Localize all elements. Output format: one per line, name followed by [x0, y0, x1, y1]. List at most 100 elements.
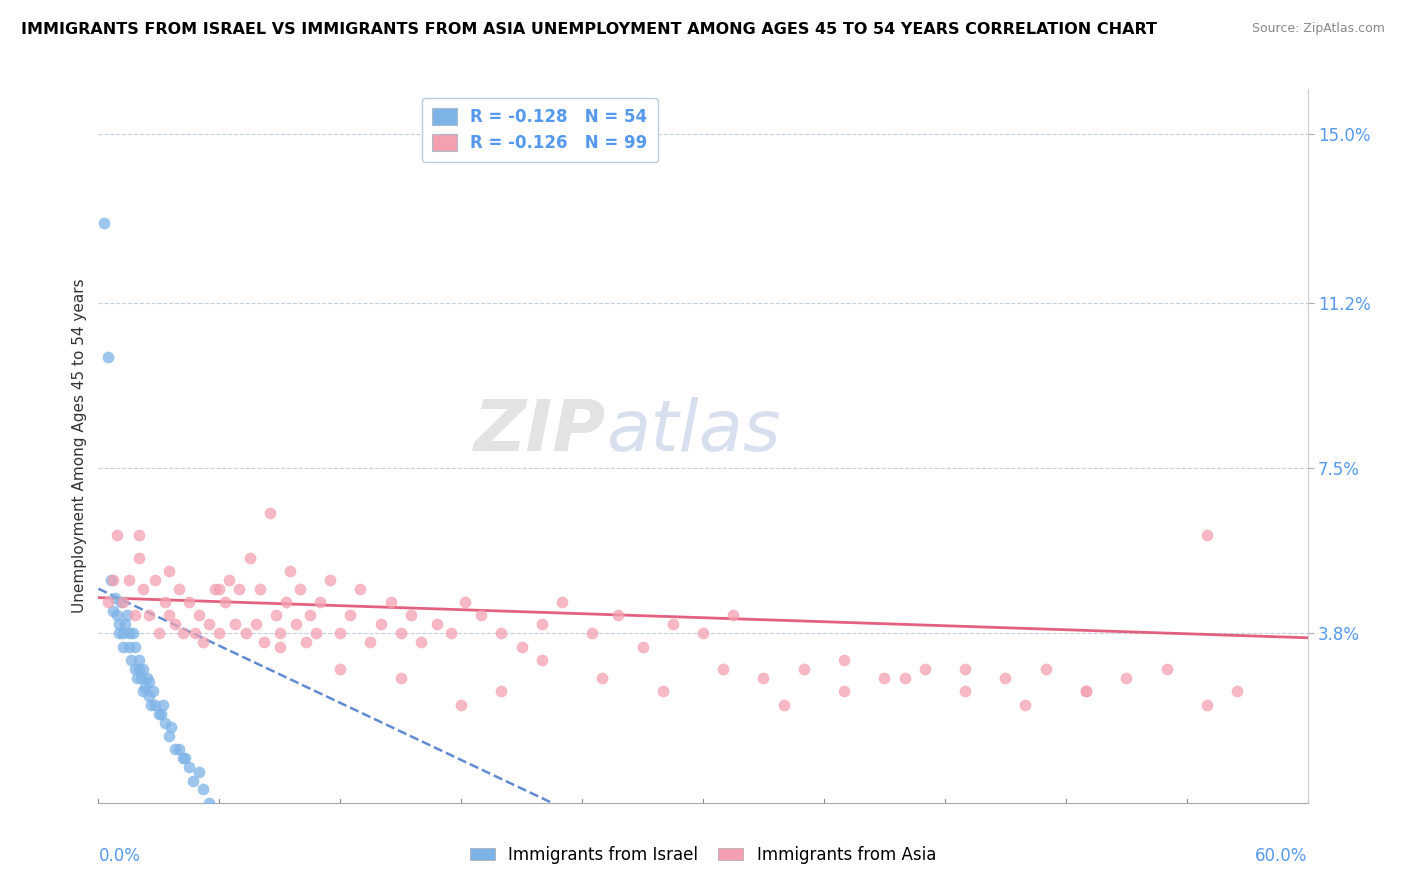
Point — [491, 684, 513, 698]
Point — [101, 604, 124, 618]
Point — [793, 662, 815, 676]
Point — [711, 662, 734, 676]
Point — [105, 608, 128, 623]
Point — [607, 608, 630, 623]
Point — [440, 626, 463, 640]
Point — [118, 640, 141, 654]
Point — [93, 216, 115, 230]
Point — [218, 573, 240, 587]
Point — [128, 653, 150, 667]
Point — [454, 595, 477, 609]
Point — [228, 831, 250, 846]
Point — [269, 626, 291, 640]
Point — [329, 626, 352, 640]
Point — [107, 626, 129, 640]
Point — [198, 796, 221, 810]
Point — [1156, 662, 1178, 676]
Point — [259, 506, 281, 520]
Point — [370, 617, 392, 632]
Point — [157, 729, 180, 743]
Point — [651, 684, 673, 698]
Point — [121, 626, 143, 640]
Point — [111, 640, 134, 654]
Point — [470, 608, 492, 623]
Point — [188, 608, 211, 623]
Point — [174, 751, 197, 765]
Point — [193, 635, 215, 649]
Point — [264, 608, 287, 623]
Legend: Immigrants from Israel, Immigrants from Asia: Immigrants from Israel, Immigrants from … — [464, 839, 942, 871]
Point — [309, 595, 332, 609]
Point — [115, 608, 138, 623]
Point — [118, 573, 141, 587]
Point — [167, 742, 190, 756]
Point — [132, 684, 155, 698]
Point — [329, 662, 352, 676]
Point — [530, 617, 553, 632]
Text: 60.0%: 60.0% — [1256, 847, 1308, 865]
Point — [138, 689, 160, 703]
Point — [269, 640, 291, 654]
Text: 0.0%: 0.0% — [98, 847, 141, 865]
Point — [253, 635, 276, 649]
Point — [551, 595, 574, 609]
Point — [360, 635, 382, 649]
Point — [149, 706, 172, 721]
Point — [153, 595, 176, 609]
Point — [224, 617, 246, 632]
Point — [329, 840, 352, 855]
Point — [105, 528, 128, 542]
Point — [208, 809, 231, 823]
Point — [450, 698, 472, 712]
Point — [128, 550, 150, 565]
Point — [129, 671, 152, 685]
Point — [295, 635, 318, 649]
Point — [107, 617, 129, 632]
Point — [772, 698, 794, 712]
Point — [245, 617, 267, 632]
Point — [389, 626, 412, 640]
Point — [111, 595, 134, 609]
Point — [228, 582, 250, 596]
Point — [97, 350, 120, 364]
Point — [278, 564, 301, 578]
Text: Source: ZipAtlas.com: Source: ZipAtlas.com — [1251, 22, 1385, 36]
Point — [118, 626, 141, 640]
Point — [193, 782, 215, 797]
Point — [1014, 698, 1036, 712]
Point — [157, 608, 180, 623]
Point — [319, 573, 342, 587]
Point — [138, 675, 160, 690]
Point — [661, 617, 683, 632]
Point — [530, 653, 553, 667]
Point — [208, 582, 231, 596]
Text: ZIP: ZIP — [474, 397, 606, 467]
Point — [581, 626, 603, 640]
Point — [1074, 684, 1097, 698]
Point — [135, 671, 157, 685]
Y-axis label: Unemployment Among Ages 45 to 54 years: Unemployment Among Ages 45 to 54 years — [72, 278, 87, 614]
Point — [128, 528, 150, 542]
Point — [873, 671, 896, 685]
Point — [132, 662, 155, 676]
Point — [1226, 684, 1249, 698]
Point — [249, 840, 271, 855]
Point — [399, 608, 422, 623]
Point — [299, 608, 322, 623]
Point — [181, 773, 204, 788]
Point — [214, 595, 236, 609]
Point — [184, 626, 207, 640]
Point — [139, 698, 162, 712]
Point — [153, 715, 176, 730]
Point — [124, 640, 146, 654]
Point — [163, 617, 186, 632]
Point — [953, 684, 976, 698]
Point — [103, 591, 125, 605]
Point — [101, 573, 124, 587]
Point — [305, 626, 328, 640]
Point — [1035, 662, 1057, 676]
Point — [339, 608, 361, 623]
Point — [97, 595, 120, 609]
Point — [1195, 698, 1218, 712]
Point — [142, 684, 165, 698]
